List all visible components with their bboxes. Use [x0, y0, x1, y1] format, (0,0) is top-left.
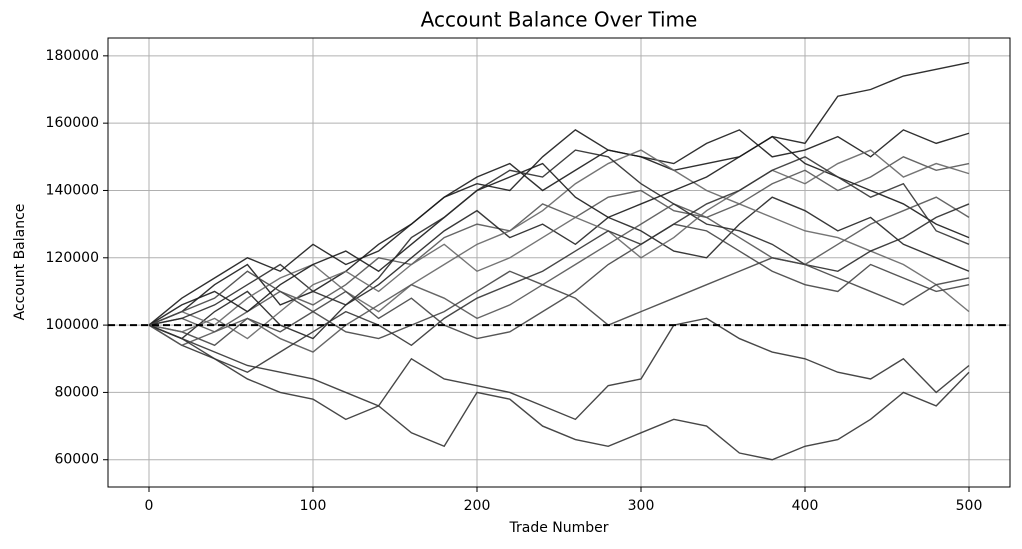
y-tick-label: 80000: [54, 384, 99, 400]
series-line: [148, 149, 970, 326]
y-tick-label: 120000: [46, 250, 99, 266]
series-line: [148, 317, 970, 421]
series-line: [148, 324, 970, 461]
x-tick-label: 100: [300, 498, 327, 514]
series-line: [148, 156, 970, 374]
x-tick-label: 0: [145, 498, 154, 514]
series-line: [148, 257, 970, 340]
series-line: [148, 223, 970, 347]
x-tick-label: 300: [628, 498, 655, 514]
x-tick-label: 400: [792, 498, 819, 514]
x-tick-label: 500: [956, 498, 983, 514]
y-axis-label: Account Balance: [12, 204, 28, 321]
y-tick-label: 160000: [46, 115, 99, 131]
series-line: [148, 135, 970, 326]
chart-title: Account Balance Over Time: [421, 8, 698, 32]
series-line: [148, 156, 970, 333]
series-line: [148, 149, 970, 326]
y-tick-label: 100000: [46, 317, 99, 333]
y-tick-label: 180000: [46, 48, 99, 64]
x-axis-label: Trade Number: [508, 520, 608, 536]
series-line: [148, 149, 970, 340]
plot-frame: [107, 37, 1011, 488]
series-line: [148, 196, 970, 353]
y-tick-label: 60000: [54, 452, 99, 468]
x-tick-label: 200: [464, 498, 491, 514]
y-tick-label: 140000: [46, 182, 99, 198]
series-line: [148, 61, 970, 326]
series-line: [148, 196, 970, 340]
